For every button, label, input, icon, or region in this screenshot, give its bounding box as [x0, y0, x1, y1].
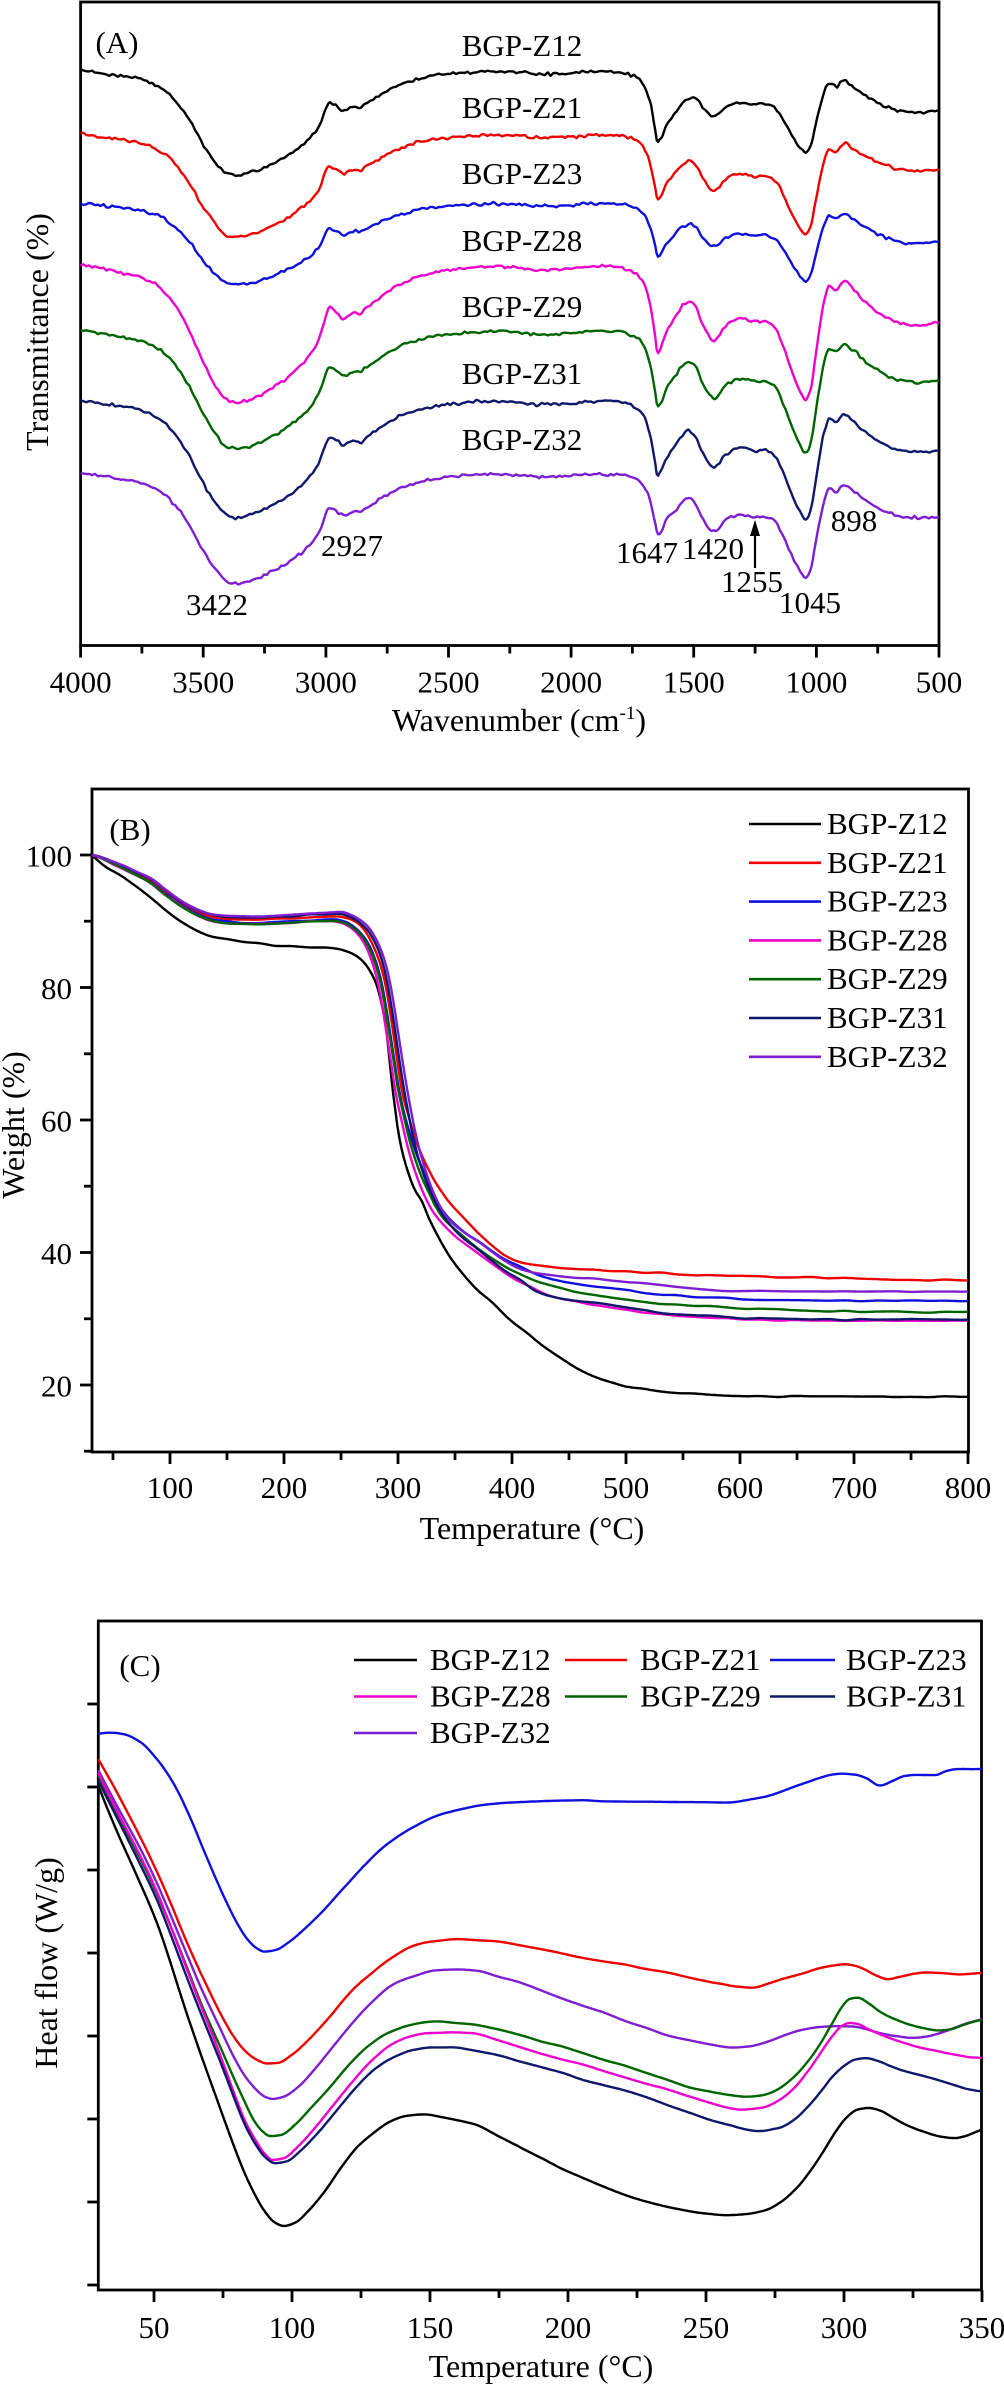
- svg-text:50: 50: [139, 2310, 170, 2345]
- svg-text:3000: 3000: [295, 665, 357, 700]
- svg-text:Wavenumber (cm-1): Wavenumber (cm-1): [392, 702, 646, 738]
- svg-text:BGP-Z28: BGP-Z28: [430, 1679, 551, 1714]
- svg-text:BGP-Z29: BGP-Z29: [462, 289, 583, 324]
- svg-text:2000: 2000: [540, 665, 602, 700]
- svg-text:800: 800: [945, 1470, 992, 1505]
- svg-text:Temperature (°C): Temperature (°C): [429, 2348, 654, 2384]
- svg-text:BGP-Z21: BGP-Z21: [462, 90, 583, 125]
- svg-text:20: 20: [41, 1369, 72, 1404]
- svg-text:150: 150: [407, 2310, 454, 2345]
- svg-text:BGP-Z28: BGP-Z28: [827, 922, 948, 957]
- svg-text:BGP-Z31: BGP-Z31: [827, 1000, 948, 1035]
- svg-text:1647: 1647: [616, 535, 678, 570]
- svg-text:(C): (C): [119, 1648, 160, 1683]
- svg-text:500: 500: [916, 665, 963, 700]
- svg-text:(A): (A): [95, 25, 138, 60]
- svg-text:Temperature (°C): Temperature (°C): [420, 1510, 645, 1546]
- svg-text:Heat flow (W/g): Heat flow (W/g): [28, 1857, 64, 2068]
- svg-text:898: 898: [831, 503, 878, 538]
- svg-text:3500: 3500: [172, 665, 234, 700]
- svg-text:1500: 1500: [663, 665, 725, 700]
- svg-text:300: 300: [821, 2310, 868, 2345]
- svg-text:BGP-Z28: BGP-Z28: [462, 223, 583, 258]
- svg-text:BGP-Z12: BGP-Z12: [462, 28, 583, 63]
- svg-text:2500: 2500: [417, 665, 479, 700]
- svg-text:600: 600: [717, 1470, 764, 1505]
- svg-text:Weight (%): Weight (%): [0, 1051, 31, 1199]
- svg-text:BGP-Z12: BGP-Z12: [827, 806, 948, 841]
- svg-text:250: 250: [683, 2310, 730, 2345]
- svg-text:Transmittance (%): Transmittance (%): [19, 213, 55, 451]
- svg-text:1420: 1420: [682, 531, 744, 566]
- svg-text:BGP-Z12: BGP-Z12: [430, 1642, 551, 1677]
- svg-text:1000: 1000: [785, 665, 847, 700]
- svg-text:400: 400: [489, 1470, 536, 1505]
- svg-text:1255: 1255: [721, 564, 783, 599]
- svg-text:BGP-Z32: BGP-Z32: [462, 422, 583, 457]
- svg-text:BGP-Z29: BGP-Z29: [827, 961, 948, 996]
- svg-text:350: 350: [959, 2310, 1004, 2345]
- svg-text:BGP-Z21: BGP-Z21: [827, 845, 948, 880]
- svg-text:300: 300: [375, 1470, 422, 1505]
- svg-text:BGP-Z29: BGP-Z29: [640, 1679, 761, 1714]
- svg-text:40: 40: [41, 1236, 72, 1271]
- svg-text:2927: 2927: [321, 528, 383, 563]
- svg-text:100: 100: [269, 2310, 316, 2345]
- svg-text:100: 100: [147, 1470, 194, 1505]
- svg-text:4000: 4000: [50, 665, 112, 700]
- svg-text:700: 700: [831, 1470, 878, 1505]
- svg-text:BGP-Z31: BGP-Z31: [846, 1679, 967, 1714]
- svg-text:100: 100: [26, 839, 73, 874]
- svg-text:80: 80: [41, 971, 72, 1006]
- svg-text:(B): (B): [109, 812, 150, 847]
- svg-text:60: 60: [41, 1104, 72, 1139]
- svg-text:BGP-Z21: BGP-Z21: [640, 1642, 761, 1677]
- svg-text:BGP-Z23: BGP-Z23: [846, 1642, 967, 1677]
- svg-text:BGP-Z23: BGP-Z23: [827, 884, 948, 919]
- svg-text:500: 500: [603, 1470, 650, 1505]
- svg-text:3422: 3422: [186, 587, 248, 622]
- svg-text:BGP-Z32: BGP-Z32: [827, 1039, 948, 1074]
- svg-text:200: 200: [261, 1470, 308, 1505]
- svg-text:1045: 1045: [779, 585, 841, 620]
- svg-text:BGP-Z31: BGP-Z31: [462, 356, 583, 391]
- svg-text:200: 200: [545, 2310, 592, 2345]
- svg-text:BGP-Z32: BGP-Z32: [430, 1715, 551, 1750]
- svg-text:BGP-Z23: BGP-Z23: [462, 156, 583, 191]
